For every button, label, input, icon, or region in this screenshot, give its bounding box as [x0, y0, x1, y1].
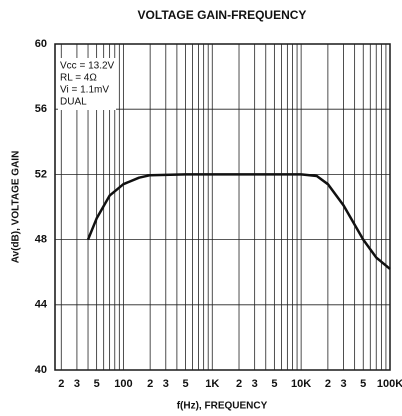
x-tick-label: 100K — [377, 378, 402, 390]
data-line — [86, 173, 391, 270]
annotation-box — [58, 58, 116, 110]
annotation: Vcc = 13.2V — [60, 61, 115, 72]
x-tick-label: 5 — [271, 378, 277, 390]
x-tick-label: 3 — [252, 378, 258, 390]
annotation: RL = 4Ω — [60, 73, 97, 84]
y-tick-label: 56 — [35, 103, 47, 115]
x-tick-label: 2 — [147, 378, 153, 390]
x-tick-label: 100 — [114, 378, 132, 390]
x-tick-label: 2 — [236, 378, 242, 390]
x-tick-label: 3 — [74, 378, 80, 390]
x-tick-label: 3 — [340, 378, 346, 390]
x-tick-label: 3 — [163, 378, 169, 390]
y-tick-label: 48 — [35, 234, 47, 246]
x-tick-label: 2 — [325, 378, 331, 390]
x-tick-label: 5 — [94, 378, 100, 390]
y-tick-label: 40 — [35, 364, 47, 376]
x-axis-label: f(Hz), FREQUENCY — [177, 401, 268, 412]
x-tick-label: 1K — [205, 378, 219, 390]
x-tick-label: 5 — [360, 378, 366, 390]
y-axis-label: Av(dB), VOLTAGE GAIN — [11, 151, 22, 264]
chart-title: VOLTAGE GAIN-FREQUENCY — [138, 8, 307, 22]
x-tick-label: 10K — [291, 378, 311, 390]
y-tick-label: 44 — [35, 299, 48, 311]
x-tick-label: 2 — [58, 378, 64, 390]
x-tick-label: 5 — [182, 378, 188, 390]
y-tick-label: 60 — [35, 38, 47, 50]
y-tick-label: 52 — [35, 168, 47, 180]
annotation: DUAL — [60, 97, 87, 108]
annotation: Vi = 1.1mV — [60, 85, 109, 96]
